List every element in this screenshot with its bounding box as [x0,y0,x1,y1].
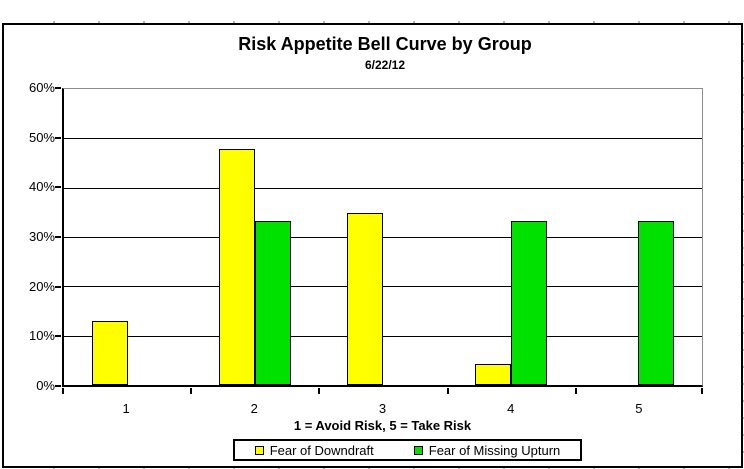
category-slot-3 [319,89,447,385]
spreadsheet-gridline-stubs-top [10,21,744,23]
chart-subtitle: 6/22/12 [364,58,406,72]
gridline-10 [64,335,702,337]
y-tick-label-20pct: 20% [28,278,55,294]
x-tick-label-4: 4 [507,401,515,416]
y-tick-mark [55,186,61,189]
x-tick-label-3: 3 [378,401,387,416]
y-tick-label-60pct: 60% [28,80,55,95]
category-slot-4 [447,89,575,385]
bar-pair [219,89,292,385]
plot-area [62,88,703,387]
spreadsheet-gridline-stubs-right [742,28,744,465]
x-tick-mark [446,388,449,394]
bar-pair [91,89,164,385]
bar-pair [602,89,675,385]
chart-title: Risk Appetite Bell Curve by Group [238,34,532,54]
x-axis-title: 1 = Avoid Risk, 5 = Take Risk [293,418,472,433]
category-slot-2 [192,89,320,385]
x-tick-mark [574,388,577,394]
bar-fear-of-missing-upturn-group-2 [255,220,292,385]
y-tick-label-0pct: 0% [36,378,55,393]
x-tick-label-2: 2 [250,401,258,416]
y-tick-mark [55,335,61,338]
bar-fear-of-downdraft-group-4 [474,363,511,385]
y-tick-label-50pct: 50% [28,129,55,145]
bar-pair [346,89,419,385]
bar-fear-of-downdraft-group-2 [219,149,256,385]
gridline-40 [64,187,702,189]
bar-fear-of-downdraft-group-1 [91,320,128,385]
x-tick-mark [701,388,703,394]
y-tick-mark [55,385,61,387]
y-tick-mark [55,236,61,238]
x-tick-mark [62,388,64,394]
legend-label: Fear of Downdraft [269,442,374,458]
x-tick-label-5: 5 [635,401,643,416]
y-tick-label-30pct: 30% [28,229,55,244]
y-tick-label-10pct: 10% [28,328,55,344]
legend: Fear of Downdraft Fear of Missing Upturn [233,439,582,461]
gridline-30 [64,237,702,238]
bar-fear-of-downdraft-group-3 [346,213,383,385]
y-tick-mark [55,285,61,288]
x-tick-mark [318,388,321,394]
legend-item-fear-of-missing-upturn: Fear of Missing Upturn [413,442,561,458]
legend-swatch-yellow [254,445,264,455]
bar-pair [474,89,547,385]
category-slot-5 [574,89,702,385]
y-tick-label-40pct: 40% [28,179,55,195]
x-tick-label-1: 1 [122,401,130,416]
x-tick-mark [190,388,193,394]
spreadsheet-gridline-stubs-bottom [10,467,744,469]
bar-fear-of-missing-upturn-group-4 [510,220,547,385]
legend-item-fear-of-downdraft: Fear of Downdraft [254,442,374,458]
category-slot-1 [64,89,192,385]
gridline-50 [64,138,702,140]
bar-fear-of-missing-upturn-group-5 [638,220,675,385]
y-tick-mark [55,87,61,89]
legend-label: Fear of Missing Upturn [428,442,561,458]
y-tick-mark [55,136,61,139]
gridline-20 [64,286,702,288]
legend-swatch-green [413,445,423,455]
